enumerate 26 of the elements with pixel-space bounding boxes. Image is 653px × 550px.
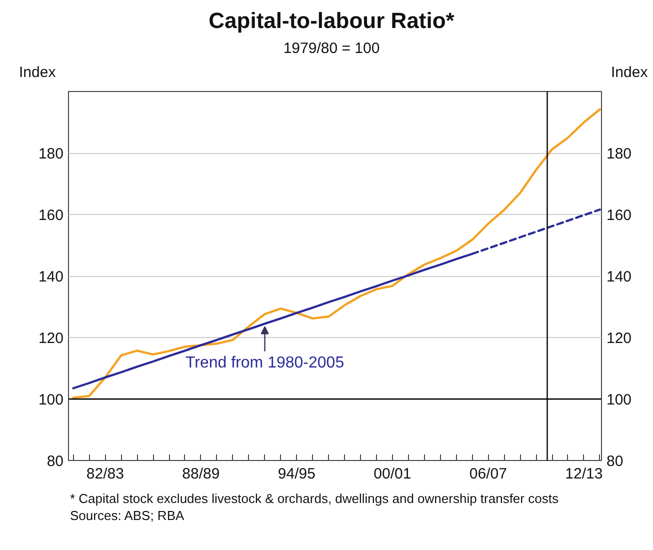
text: * Capital stock excludes livestock & orchards, dwellings and ownership transfer costs xyxy=(70,491,558,507)
x-tick-label: 94/95 xyxy=(278,466,316,482)
chart-subtitle: 1979/80 = 100 xyxy=(282,39,381,60)
y-tick-label: 180 xyxy=(38,146,64,162)
y-tick-label: 120 xyxy=(38,330,64,347)
x-tick-label: 82/83 xyxy=(86,466,124,482)
y-tick-label: 140 xyxy=(38,268,64,286)
y2-axis-title: Index xyxy=(611,62,648,83)
chart-title: Capital-to-labour Ratio* xyxy=(208,7,456,35)
y2-tick-label: 120 xyxy=(606,330,632,347)
source-note: Sources: ABS; RBA xyxy=(70,508,186,524)
y2-tick-label: 180 xyxy=(606,146,632,162)
x-tick-label: 88/89 xyxy=(182,466,220,482)
line-series xyxy=(72,108,602,399)
x-tick-label: 06/07 xyxy=(469,466,507,482)
y-tick-label: 80 xyxy=(46,453,64,470)
y2-tick-label: 160 xyxy=(606,207,632,224)
y2-tick-label: 80 xyxy=(606,453,624,470)
y2-tick-label: 100 xyxy=(606,392,632,408)
y-axis-title: Index xyxy=(19,62,56,83)
y-tick-label: 160 xyxy=(38,207,64,224)
y2-tick-label: 140 xyxy=(606,268,632,286)
y-tick-label: 100 xyxy=(38,392,64,408)
x-tick-label: 12/13 xyxy=(565,466,603,482)
annotation: Trend from 1980-2005 xyxy=(185,354,344,372)
x-tick-label: 00/01 xyxy=(374,466,412,482)
